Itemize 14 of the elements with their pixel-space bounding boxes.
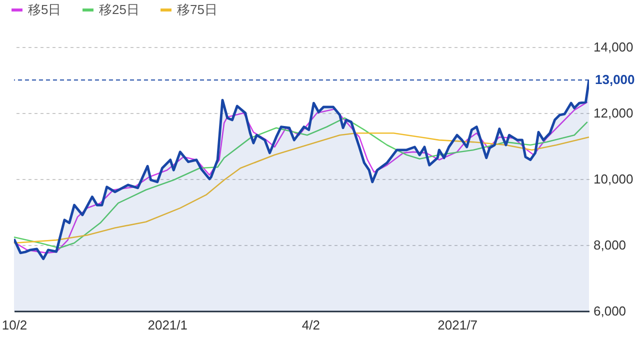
x-tick-label: 10/2 [2, 318, 28, 332]
y-tick-label: 12,000 [594, 106, 634, 120]
legend-label: 移25日 [99, 2, 140, 17]
x-tick-label: 2021/1 [148, 318, 188, 332]
legend-label: 移75日 [177, 2, 218, 17]
legend-label: 移5日 [28, 2, 62, 17]
x-tick-label: 2021/7 [438, 318, 478, 332]
x-tick-label: 4/2 [302, 318, 320, 332]
y-tick-label: 14,000 [594, 40, 634, 54]
y-tick-label: 6,000 [594, 304, 626, 318]
line-series [13, 132, 590, 244]
y-tick-label: 8,000 [594, 238, 626, 252]
ref-line-label: 13,000 [595, 72, 635, 87]
y-tick-label: 10,000 [594, 172, 634, 186]
